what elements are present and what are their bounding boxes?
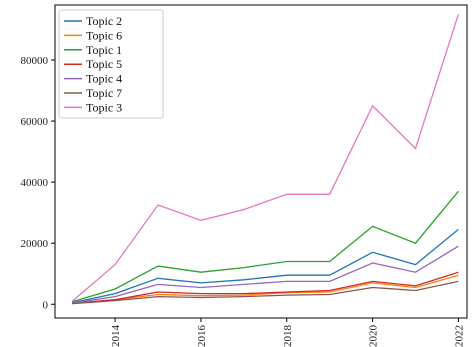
x-tick-label: 2022 [453,325,465,347]
series-line-topic-1 [72,190,459,303]
series-line-topic-2 [72,228,459,304]
plot-frame [54,4,468,319]
x-tick-label: 2014 [110,325,122,347]
y-axis: 0 20000 40000 60000 80000 [21,55,55,311]
y-tick-label: 80000 [21,55,49,67]
y-tick-label: 20000 [21,238,49,250]
series-line-topic-3 [71,14,460,302]
x-tick-label: 2018 [282,325,294,347]
y-tick-label: 0 [43,299,49,311]
legend-entry: Topic 6 [86,28,122,42]
legend-entry: Topic 5 [86,57,122,71]
series-line-topic-6 [72,274,459,305]
x-tick-label: 2020 [368,325,380,347]
series-line-topic-7 [72,280,459,305]
series-line-topic-5 [72,271,459,304]
y-tick-label: 40000 [21,177,49,189]
y-tick-label: 60000 [21,116,49,128]
legend-entry: Topic 1 [86,43,122,57]
legend-entry: Topic 7 [86,86,122,100]
legend-entry: Topic 3 [86,100,122,114]
legend-box [58,9,164,119]
series-line-topic-4 [72,245,459,304]
x-tick-label: 2016 [196,325,208,347]
x-axis: 2014 2016 2018 2020 2022 [110,318,465,347]
series-layer [71,14,460,305]
legend-entry: Topic 4 [86,72,122,86]
legend-entry: Topic 2 [86,14,122,28]
